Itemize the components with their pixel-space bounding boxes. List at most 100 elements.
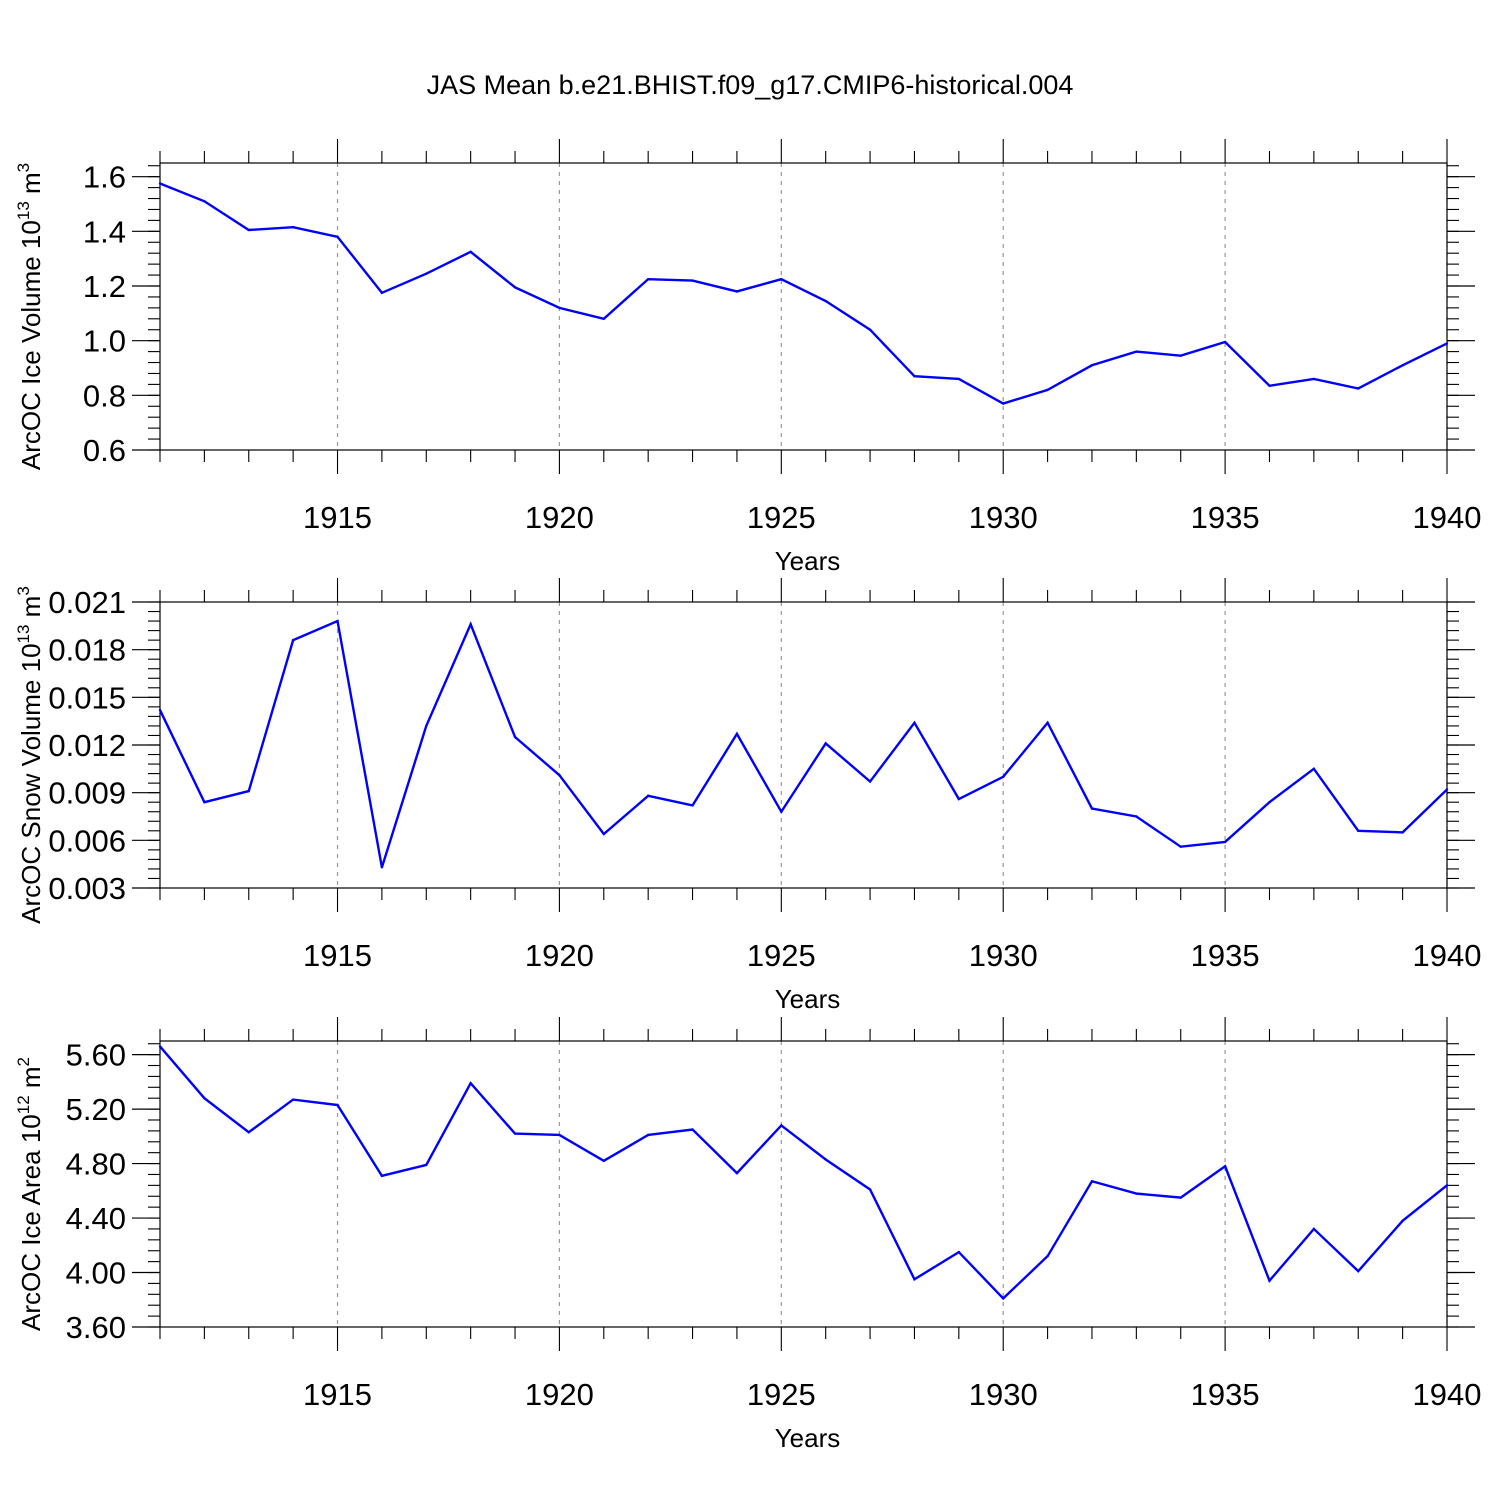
- data-point: [646, 1133, 650, 1137]
- data-point: [602, 1159, 605, 1163]
- y-axis-label-superscript: 3: [14, 163, 33, 172]
- y-tick-label: 0.006: [48, 823, 126, 858]
- y-tick-label: 1.2: [83, 269, 126, 304]
- data-point: [913, 721, 916, 724]
- data-point: [735, 732, 739, 736]
- data-point: [558, 773, 561, 777]
- data-point: [1002, 1297, 1005, 1300]
- data-point: [336, 235, 339, 238]
- y-axis-label-superscript: 3: [14, 586, 33, 595]
- x-tick-label: 1915: [303, 1377, 372, 1412]
- y-tick-label: 0.8: [83, 378, 126, 413]
- data-point: [780, 277, 783, 281]
- y-tick-label: 4.80: [66, 1147, 126, 1182]
- y-tick-label: 0.015: [48, 680, 126, 715]
- data-point: [1268, 801, 1271, 804]
- data-point: [1357, 1269, 1360, 1273]
- data-point: [1090, 1180, 1094, 1183]
- data-point: [291, 226, 295, 229]
- data-point: [1135, 350, 1138, 353]
- x-axis-label: Years: [775, 546, 841, 576]
- data-point: [1312, 1227, 1316, 1231]
- y-axis-label-superscript: 13: [14, 201, 33, 220]
- y-axis-label: ArcOC Snow Volume 1013 m3: [14, 586, 46, 924]
- data-point: [1223, 340, 1227, 344]
- x-axis-label: Years: [775, 1423, 841, 1453]
- data-point: [203, 1097, 206, 1100]
- data-point: [1135, 815, 1138, 818]
- data-point: [1312, 767, 1316, 771]
- data-point: [158, 1045, 162, 1048]
- series-line: [158, 619, 1448, 868]
- y-axis-label-superscript: 13: [14, 625, 33, 644]
- y-tick-label: 0.012: [48, 728, 126, 763]
- data-point: [1179, 1196, 1182, 1199]
- y-tick-label: 1.0: [83, 324, 126, 359]
- y-axis-label-part: m: [16, 596, 46, 625]
- y-tick-label: 0.009: [48, 776, 126, 811]
- x-tick-label: 1930: [969, 938, 1038, 973]
- x-tick-label: 1925: [747, 938, 816, 973]
- data-point: [691, 1128, 694, 1131]
- data-point: [291, 638, 295, 642]
- y-axis-label: ArcOC Ice Area 1012 m2: [14, 1057, 46, 1331]
- x-tick-label: 1930: [969, 500, 1038, 535]
- data-point: [957, 1250, 961, 1254]
- x-tick-label: 1920: [525, 500, 594, 535]
- x-tick-label: 1925: [747, 1377, 816, 1412]
- y-tick-label: 0.021: [48, 585, 126, 620]
- data-point: [203, 801, 206, 804]
- data-point: [957, 797, 961, 801]
- data-point: [1401, 1219, 1404, 1222]
- data-point: [780, 1124, 783, 1127]
- data-point: [158, 708, 162, 712]
- data-point: [247, 1131, 250, 1134]
- data-point: [247, 789, 250, 793]
- x-tick-label: 1920: [525, 938, 594, 973]
- data-point: [913, 375, 916, 378]
- data-point: [513, 735, 517, 739]
- x-axis-label: Years: [775, 984, 841, 1014]
- data-point: [1357, 829, 1360, 832]
- data-point: [380, 866, 384, 869]
- data-point: [1090, 807, 1094, 810]
- data-point: [1046, 721, 1049, 724]
- data-point: [1401, 364, 1404, 367]
- x-tick-label: 1935: [1191, 938, 1260, 973]
- data-point: [1179, 354, 1182, 357]
- data-point: [824, 1158, 827, 1161]
- data-point: [203, 200, 206, 203]
- y-axis-label-superscript: 12: [14, 1095, 33, 1114]
- y-axis-label-part: ArcOC Ice Volume 10: [16, 220, 46, 470]
- data-point: [1445, 1184, 1449, 1187]
- y-tick-label: 5.20: [66, 1092, 126, 1127]
- data-point: [158, 182, 162, 185]
- data-point: [469, 250, 472, 254]
- data-point: [558, 1133, 561, 1137]
- y-tick-label: 1.6: [83, 160, 126, 195]
- plot-frame: [159, 1040, 1448, 1328]
- data-point: [602, 317, 605, 320]
- data-point: [336, 619, 339, 623]
- chart-title: JAS Mean b.e21.BHIST.f09_g17.CMIP6-histo…: [426, 70, 1074, 100]
- data-point: [735, 1171, 739, 1175]
- data-point: [513, 1132, 517, 1135]
- data-point: [469, 1082, 472, 1085]
- data-point: [824, 742, 827, 745]
- data-point: [646, 794, 650, 798]
- data-point: [291, 1098, 295, 1101]
- data-point: [1312, 377, 1316, 381]
- data-point: [913, 1278, 916, 1281]
- data-point: [1223, 840, 1227, 844]
- data-point: [336, 1103, 339, 1107]
- data-point: [691, 279, 694, 282]
- panel-3: 3.60 4.00 4.40 4.80 5.20 5.60 1915 1920 1925 1930…: [14, 1017, 1481, 1453]
- data-point: [247, 228, 250, 232]
- data-point: [1268, 1279, 1271, 1282]
- data-point: [735, 290, 739, 293]
- data-point: [380, 1174, 384, 1178]
- data-point: [1090, 364, 1094, 367]
- y-tick-label: 0.003: [48, 871, 126, 906]
- data-point: [868, 1188, 872, 1191]
